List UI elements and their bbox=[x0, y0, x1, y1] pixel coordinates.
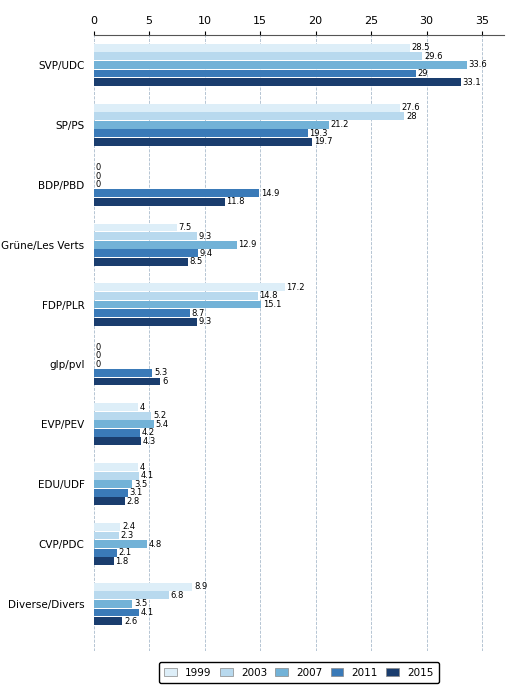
Bar bbox=[94, 489, 128, 497]
Text: 28: 28 bbox=[406, 112, 417, 121]
Text: 0: 0 bbox=[95, 351, 100, 360]
Text: 0: 0 bbox=[95, 360, 100, 369]
Text: 29.6: 29.6 bbox=[424, 52, 443, 61]
Bar bbox=[94, 403, 138, 411]
Bar bbox=[94, 412, 151, 420]
Bar bbox=[94, 300, 261, 309]
Text: 27.6: 27.6 bbox=[401, 103, 420, 112]
Text: 8.7: 8.7 bbox=[192, 309, 205, 318]
Text: 14.9: 14.9 bbox=[261, 189, 279, 198]
Bar bbox=[94, 540, 147, 548]
Bar bbox=[94, 52, 422, 60]
Text: 2.3: 2.3 bbox=[121, 531, 134, 540]
Text: 2.8: 2.8 bbox=[126, 497, 139, 506]
Text: 4.1: 4.1 bbox=[141, 471, 154, 480]
Text: 4.1: 4.1 bbox=[141, 608, 154, 617]
Text: 21.2: 21.2 bbox=[331, 120, 349, 130]
Bar bbox=[94, 232, 197, 240]
Bar bbox=[94, 438, 141, 445]
Text: 8.9: 8.9 bbox=[194, 582, 207, 592]
Text: 5.4: 5.4 bbox=[155, 420, 168, 429]
Bar bbox=[94, 138, 313, 146]
Bar bbox=[94, 249, 198, 257]
Bar bbox=[94, 592, 169, 599]
Bar bbox=[94, 549, 117, 557]
Bar bbox=[94, 531, 119, 540]
Bar bbox=[94, 497, 125, 505]
Legend: 1999, 2003, 2007, 2011, 2015: 1999, 2003, 2007, 2011, 2015 bbox=[159, 662, 439, 682]
Bar bbox=[94, 44, 410, 52]
Text: 6: 6 bbox=[162, 377, 167, 386]
Text: 9.3: 9.3 bbox=[199, 232, 212, 241]
Text: 4.2: 4.2 bbox=[142, 428, 155, 438]
Text: 4.8: 4.8 bbox=[149, 540, 162, 549]
Bar bbox=[94, 318, 197, 326]
Text: 6.8: 6.8 bbox=[171, 591, 184, 600]
Text: 15.1: 15.1 bbox=[263, 300, 281, 309]
Text: 14.8: 14.8 bbox=[259, 291, 278, 300]
Text: 33.1: 33.1 bbox=[463, 78, 482, 87]
Text: 3.5: 3.5 bbox=[134, 599, 147, 608]
Bar bbox=[94, 309, 190, 317]
Text: 2.4: 2.4 bbox=[122, 522, 135, 531]
Text: 0: 0 bbox=[95, 163, 100, 172]
Bar bbox=[94, 557, 113, 565]
Bar bbox=[94, 284, 284, 291]
Bar bbox=[94, 608, 139, 617]
Text: 3.5: 3.5 bbox=[134, 480, 147, 489]
Text: 11.8: 11.8 bbox=[226, 197, 245, 206]
Bar bbox=[94, 130, 308, 137]
Bar bbox=[94, 223, 177, 232]
Bar bbox=[94, 583, 192, 591]
Text: 19.7: 19.7 bbox=[314, 137, 332, 146]
Bar bbox=[94, 369, 152, 377]
Bar bbox=[94, 241, 237, 248]
Bar bbox=[94, 420, 153, 428]
Bar bbox=[94, 600, 133, 608]
Bar bbox=[94, 377, 160, 386]
Text: 0: 0 bbox=[95, 172, 100, 181]
Text: 1.8: 1.8 bbox=[115, 556, 128, 566]
Bar bbox=[94, 429, 140, 437]
Bar bbox=[94, 523, 120, 531]
Text: 3.1: 3.1 bbox=[129, 488, 143, 497]
Text: 33.6: 33.6 bbox=[469, 60, 487, 69]
Text: 7.5: 7.5 bbox=[178, 223, 192, 232]
Text: 12.9: 12.9 bbox=[239, 240, 257, 249]
Bar bbox=[94, 61, 466, 69]
Text: 4: 4 bbox=[140, 402, 145, 412]
Bar bbox=[94, 617, 123, 625]
Text: 5.3: 5.3 bbox=[154, 368, 167, 377]
Bar bbox=[94, 78, 461, 86]
Bar bbox=[94, 104, 400, 112]
Text: 17.2: 17.2 bbox=[286, 283, 305, 292]
Text: 19.3: 19.3 bbox=[309, 129, 328, 138]
Bar bbox=[94, 472, 139, 480]
Text: 4: 4 bbox=[140, 463, 145, 472]
Bar bbox=[94, 189, 259, 197]
Text: 5.2: 5.2 bbox=[153, 411, 166, 420]
Bar bbox=[94, 480, 133, 488]
Text: 28.5: 28.5 bbox=[412, 43, 430, 52]
Text: 0: 0 bbox=[95, 180, 100, 189]
Text: 4.3: 4.3 bbox=[143, 437, 156, 446]
Bar bbox=[94, 112, 405, 120]
Bar bbox=[94, 69, 415, 78]
Text: 9.3: 9.3 bbox=[199, 317, 212, 326]
Bar bbox=[94, 121, 329, 129]
Text: 8.5: 8.5 bbox=[190, 257, 203, 266]
Bar bbox=[94, 463, 138, 471]
Text: 0: 0 bbox=[95, 343, 100, 352]
Text: 2.1: 2.1 bbox=[119, 548, 132, 557]
Bar bbox=[94, 198, 225, 206]
Text: 29: 29 bbox=[417, 69, 428, 78]
Text: 2.6: 2.6 bbox=[124, 617, 137, 626]
Bar bbox=[94, 258, 188, 266]
Text: 9.4: 9.4 bbox=[200, 248, 213, 258]
Bar bbox=[94, 292, 258, 300]
